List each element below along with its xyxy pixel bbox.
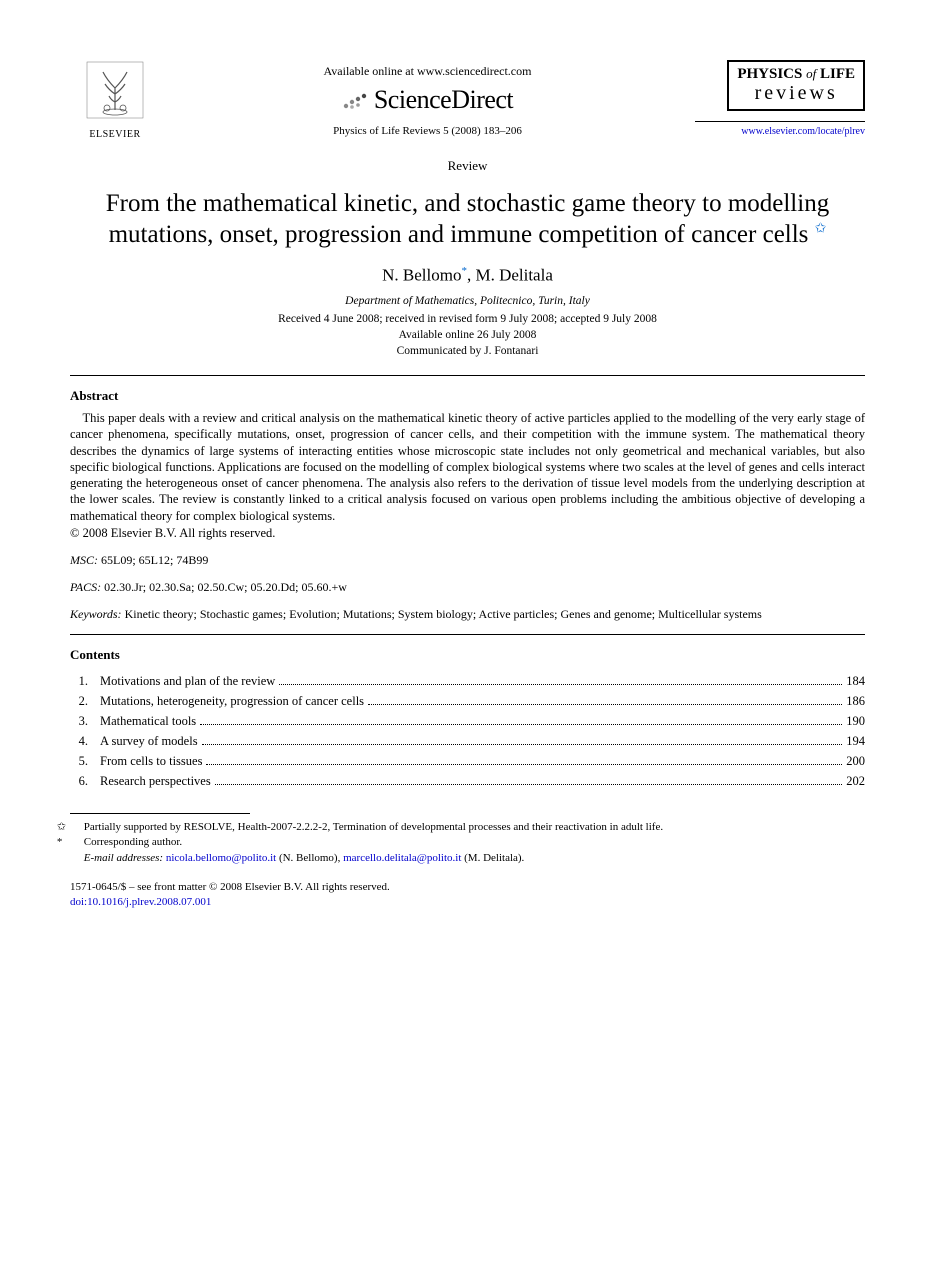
toc-num: 5. — [70, 751, 100, 771]
journal-badge-of: of — [806, 66, 816, 81]
msc-line: MSC: 65L09; 65L12; 74B99 — [70, 553, 865, 568]
divider-mid — [70, 634, 865, 635]
citation-line: Physics of Life Reviews 5 (2008) 183–206 — [160, 125, 695, 137]
abstract-text: This paper deals with a review and criti… — [70, 410, 865, 524]
sciencedirect-logo: ScienceDirect — [160, 85, 695, 117]
table-of-contents: 1. Motivations and plan of the review 18… — [70, 671, 865, 791]
article-title-text: From the mathematical kinetic, and stoch… — [106, 190, 829, 248]
toc-num: 2. — [70, 691, 100, 711]
toc-dots — [206, 764, 842, 765]
footnote-funding-text: Partially supported by RESOLVE, Health-2… — [84, 821, 663, 833]
footnote-star-icon: ✩ — [70, 820, 81, 835]
email-name-1: (N. Bellomo), — [279, 852, 340, 864]
author-1: N. Bellomo — [382, 265, 461, 284]
journal-badge: PHYSICS of LIFE reviews — [727, 60, 865, 111]
footer-issn: 1571-0645/$ – see front matter © 2008 El… — [70, 880, 865, 895]
pacs-line: PACS: 02.30.Jr; 02.30.Sa; 02.50.Cw; 05.2… — [70, 580, 865, 595]
doi-label: doi: — [70, 896, 87, 908]
publisher-name: ELSEVIER — [70, 129, 160, 140]
center-header: Available online at www.sciencedirect.co… — [160, 60, 695, 137]
footnote-corresponding: * Corresponding author. — [70, 835, 865, 850]
divider-top — [70, 375, 865, 376]
online-date: Available online 26 July 2008 — [70, 329, 865, 341]
toc-page: 194 — [846, 731, 865, 751]
toc-title: Mathematical tools — [100, 711, 196, 731]
toc-num: 6. — [70, 771, 100, 791]
elsevier-tree-icon — [85, 60, 145, 120]
toc-page: 202 — [846, 771, 865, 791]
keywords-text: Kinetic theory; Stochastic games; Evolut… — [125, 607, 762, 621]
toc-title: Motivations and plan of the review — [100, 671, 275, 691]
article-title: From the mathematical kinetic, and stoch… — [80, 188, 855, 251]
journal-divider — [695, 121, 865, 122]
toc-row[interactable]: 1. Motivations and plan of the review 18… — [70, 671, 865, 691]
sciencedirect-dots-icon — [342, 87, 370, 117]
footnote-rule — [70, 813, 250, 814]
doi-link[interactable]: 10.1016/j.plrev.2008.07.001 — [87, 896, 211, 908]
toc-dots — [200, 724, 842, 725]
authors-line: N. Bellomo*, M. Delitala — [70, 265, 865, 286]
msc-codes: 65L09; 65L12; 74B99 — [101, 553, 208, 567]
footnote-emails: E-mail addresses: nicola.bellomo@polito.… — [70, 851, 865, 866]
keywords-line: Keywords: Kinetic theory; Stochastic gam… — [70, 607, 865, 622]
toc-num: 1. — [70, 671, 100, 691]
journal-url-link[interactable]: www.elsevier.com/locate/plrev — [695, 126, 865, 137]
toc-title: A survey of models — [100, 731, 198, 751]
toc-row[interactable]: 4. A survey of models 194 — [70, 731, 865, 751]
toc-row[interactable]: 5. From cells to tissues 200 — [70, 751, 865, 771]
journal-badge-reviews: reviews — [737, 83, 855, 104]
msc-label: MSC: — [70, 553, 98, 567]
email-label: E-mail addresses: — [84, 852, 163, 864]
toc-title: Research perspectives — [100, 771, 211, 791]
keywords-label: Keywords: — [70, 607, 122, 621]
journal-badge-life: LIFE — [820, 66, 855, 82]
toc-page: 190 — [846, 711, 865, 731]
toc-page: 186 — [846, 691, 865, 711]
sciencedirect-text: ScienceDirect — [374, 85, 513, 114]
title-footnote-star[interactable]: ✩ — [815, 222, 827, 237]
affiliation: Department of Mathematics, Politecnico, … — [70, 295, 865, 307]
toc-dots — [368, 704, 842, 705]
email-name-2: (M. Delitala). — [464, 852, 524, 864]
toc-title: From cells to tissues — [100, 751, 202, 771]
email-link-1[interactable]: nicola.bellomo@polito.it — [166, 852, 276, 864]
footnote-email-spacer — [70, 851, 81, 866]
pacs-label: PACS: — [70, 580, 101, 594]
article-type: Review — [70, 158, 865, 174]
toc-page: 200 — [846, 751, 865, 771]
received-dates: Received 4 June 2008; received in revise… — [70, 313, 865, 325]
abstract-heading: Abstract — [70, 388, 865, 404]
toc-dots — [202, 744, 843, 745]
publisher-block: ELSEVIER — [70, 60, 160, 140]
communicated-by: Communicated by J. Fontanari — [70, 345, 865, 357]
footnote-corresponding-text: Corresponding author. — [84, 836, 182, 848]
footnote-funding: ✩ Partially supported by RESOLVE, Health… — [70, 820, 865, 835]
journal-block: PHYSICS of LIFE reviews www.elsevier.com… — [695, 60, 865, 137]
toc-row[interactable]: 6. Research perspectives 202 — [70, 771, 865, 791]
author-2: M. Delitala — [475, 265, 552, 284]
toc-num: 4. — [70, 731, 100, 751]
contents-heading: Contents — [70, 647, 865, 663]
abstract-copyright: © 2008 Elsevier B.V. All rights reserved… — [70, 526, 865, 541]
toc-row[interactable]: 3. Mathematical tools 190 — [70, 711, 865, 731]
toc-dots — [215, 784, 843, 785]
footnote-asterisk-icon: * — [70, 835, 81, 850]
journal-badge-physics: PHYSICS — [737, 66, 802, 82]
available-online-text: Available online at www.sciencedirect.co… — [160, 64, 695, 79]
email-link-2[interactable]: marcello.delitala@polito.it — [343, 852, 461, 864]
toc-row[interactable]: 2. Mutations, heterogeneity, progression… — [70, 691, 865, 711]
paper-header: ELSEVIER Available online at www.science… — [70, 60, 865, 140]
toc-page: 184 — [846, 671, 865, 691]
toc-num: 3. — [70, 711, 100, 731]
pacs-codes: 02.30.Jr; 02.30.Sa; 02.50.Cw; 05.20.Dd; … — [104, 580, 347, 594]
footer-block: 1571-0645/$ – see front matter © 2008 El… — [70, 880, 865, 911]
toc-dots — [279, 684, 842, 685]
toc-title: Mutations, heterogeneity, progression of… — [100, 691, 364, 711]
